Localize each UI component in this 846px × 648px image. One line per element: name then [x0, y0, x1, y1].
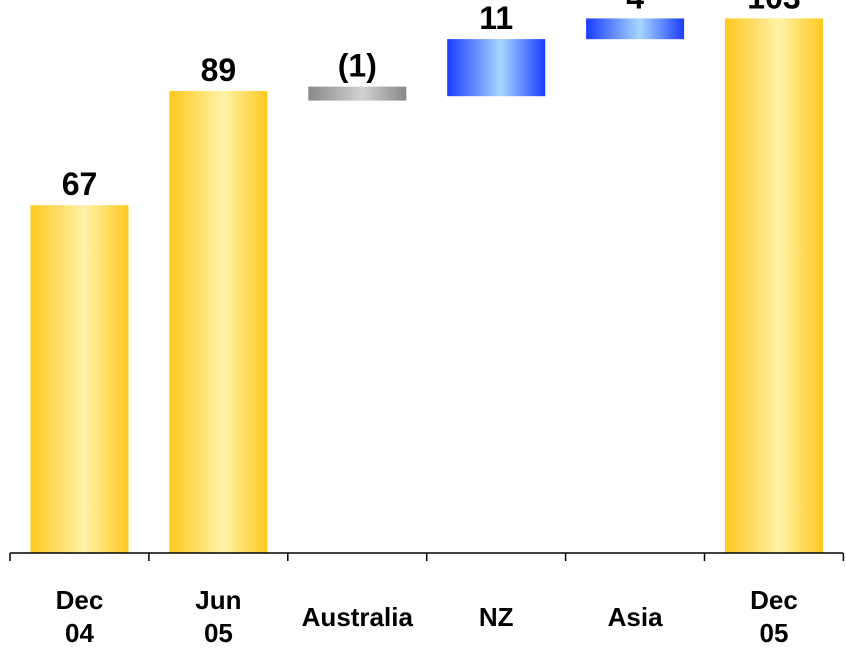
category-label-6-line-2: 05 [760, 618, 789, 648]
category-label-4-line-1: NZ [479, 602, 514, 632]
category-label-3: Australia [302, 602, 414, 632]
bar-6 [725, 18, 823, 553]
data-label-5: 4 [626, 0, 644, 15]
category-label-1-line-1: Dec [56, 585, 104, 615]
category-label-3-line-1: Australia [302, 602, 414, 632]
category-label-1-line-2: 04 [65, 618, 94, 648]
bar-3 [308, 86, 407, 101]
data-label-3: (1) [338, 48, 377, 84]
category-label-6-line-1: Dec [750, 585, 798, 615]
data-label-1: 67 [62, 166, 98, 202]
category-label-2-line-1: Jun [195, 585, 241, 615]
data-label-2: 89 [201, 52, 237, 88]
bar-1 [30, 205, 129, 553]
bar-5 [586, 18, 685, 40]
category-label-2: Jun 05 [195, 585, 241, 648]
bar-4 [447, 39, 546, 97]
category-label-5: Asia [608, 602, 663, 632]
bars-group [30, 18, 823, 553]
category-label-5-line-1: Asia [608, 602, 663, 632]
data-label-6: 103 [747, 0, 800, 15]
data-label-4: 11 [479, 0, 513, 36]
bar-2 [169, 91, 268, 553]
value-labels-group: 67 89 (1) 11 4 103 [62, 0, 801, 202]
category-label-1: Dec 04 [56, 585, 104, 648]
category-label-4: NZ [479, 602, 514, 632]
category-label-6: Dec 05 [750, 585, 798, 648]
x-axis [9, 552, 845, 561]
category-label-2-line-2: 05 [204, 618, 233, 648]
